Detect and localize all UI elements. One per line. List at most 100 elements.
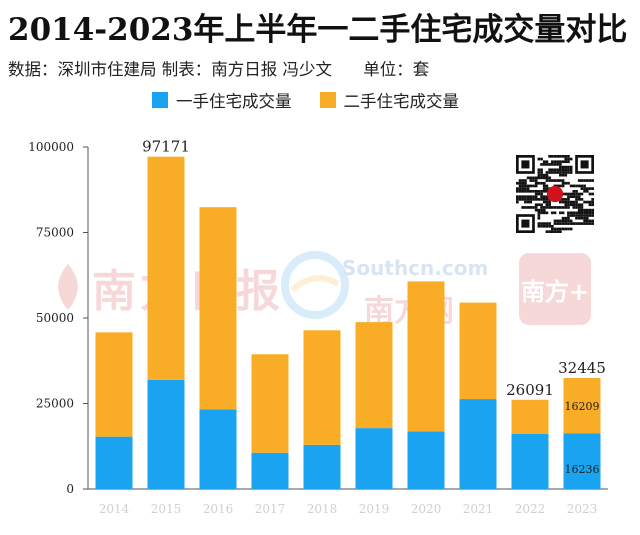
qr-module	[572, 192, 576, 196]
qr-module	[569, 227, 573, 231]
x-tick-label: 2019	[359, 502, 390, 516]
qr-module	[583, 208, 586, 212]
qr-module	[534, 189, 538, 193]
qr-module	[542, 200, 546, 204]
qr-module	[553, 206, 557, 209]
qr-module	[583, 222, 586, 225]
qr-module	[580, 184, 584, 188]
qr-module	[540, 173, 543, 177]
qr-module	[556, 206, 560, 209]
qr-module	[564, 181, 568, 185]
bar-second-2017	[251, 354, 289, 453]
qr-module	[577, 214, 581, 217]
qr-module	[550, 206, 554, 209]
x-tick-label: 2021	[463, 502, 494, 516]
qr-module	[561, 179, 565, 182]
qr-module	[524, 198, 527, 201]
qr-module	[534, 195, 538, 199]
qr-module	[540, 176, 543, 180]
qr-module	[518, 181, 522, 185]
qr-module	[550, 211, 554, 215]
qr-module	[537, 176, 541, 180]
qr-module	[575, 198, 578, 201]
qr-module	[553, 230, 557, 233]
qr-module	[526, 200, 530, 204]
qr-module	[537, 189, 541, 193]
legend-item-new: 一手住宅成交量	[152, 88, 292, 112]
qr-module	[585, 179, 589, 182]
qr-module	[521, 198, 525, 201]
qr-module	[564, 219, 568, 223]
qr-module	[580, 179, 584, 182]
qr-module	[588, 203, 592, 207]
qr-module	[559, 179, 562, 182]
qr-module	[569, 184, 573, 188]
qr-module	[591, 211, 594, 215]
qr-module	[561, 192, 565, 196]
qr-module	[529, 184, 533, 188]
qr-module	[567, 155, 570, 158]
qr-module	[553, 211, 557, 215]
qr-module	[545, 222, 549, 225]
qr-module	[564, 157, 568, 161]
qr-module	[550, 160, 554, 164]
qr-module	[534, 176, 538, 180]
qr-module	[540, 198, 543, 201]
qr-module	[561, 227, 565, 231]
qr-module	[524, 184, 527, 188]
qr-module	[569, 200, 573, 204]
qr-module	[553, 222, 557, 225]
qr-module	[521, 179, 525, 182]
nanfang-daily-watermark: 南方日报	[50, 255, 284, 319]
qr-module	[583, 200, 586, 204]
watermark-right-text: 南方+	[520, 277, 590, 306]
qr-module	[564, 198, 568, 201]
qr-module	[564, 203, 568, 207]
qr-module	[585, 214, 589, 217]
qr-module	[545, 173, 549, 177]
y-tick-label: 100000	[28, 140, 74, 154]
qr-module	[550, 224, 554, 228]
qr-module	[529, 179, 533, 182]
qr-module	[585, 187, 589, 190]
qr-module	[534, 206, 538, 209]
qr-module	[583, 211, 586, 215]
qr-module	[572, 206, 576, 209]
bar-new-2018	[303, 444, 341, 489]
qr-module	[526, 198, 530, 201]
qr-module	[537, 214, 541, 217]
qr-module	[518, 184, 522, 188]
qr-module	[540, 189, 543, 193]
x-tick-label: 2016	[203, 502, 234, 516]
qr-module	[542, 189, 546, 193]
qr-module	[591, 187, 594, 190]
qr-module	[569, 219, 573, 223]
qr-module	[569, 192, 573, 196]
qr-module	[529, 206, 533, 209]
qr-module	[542, 224, 546, 228]
qr-module	[542, 195, 546, 199]
qr-module	[567, 214, 570, 217]
qr-module	[516, 200, 519, 204]
qr-module	[588, 192, 592, 196]
qr-module	[548, 179, 551, 182]
qr-module	[591, 203, 594, 207]
qr-module	[556, 227, 560, 231]
qr-module	[537, 173, 541, 177]
qr-module	[561, 168, 565, 172]
qr-module	[548, 176, 551, 180]
qr-module	[575, 203, 578, 207]
bar-new-2020	[407, 431, 445, 489]
qr-module	[542, 176, 546, 180]
qr-module	[580, 203, 584, 207]
qr-module	[561, 173, 565, 177]
qr-module	[572, 189, 576, 193]
qr-module	[561, 219, 565, 223]
qr-module	[540, 181, 543, 185]
bar-new-2019	[355, 428, 393, 489]
qr-module	[559, 219, 562, 223]
qr-module	[540, 195, 543, 199]
qr-module	[529, 176, 533, 180]
qr-code-icon[interactable]	[516, 155, 594, 233]
qr-module	[524, 179, 527, 182]
